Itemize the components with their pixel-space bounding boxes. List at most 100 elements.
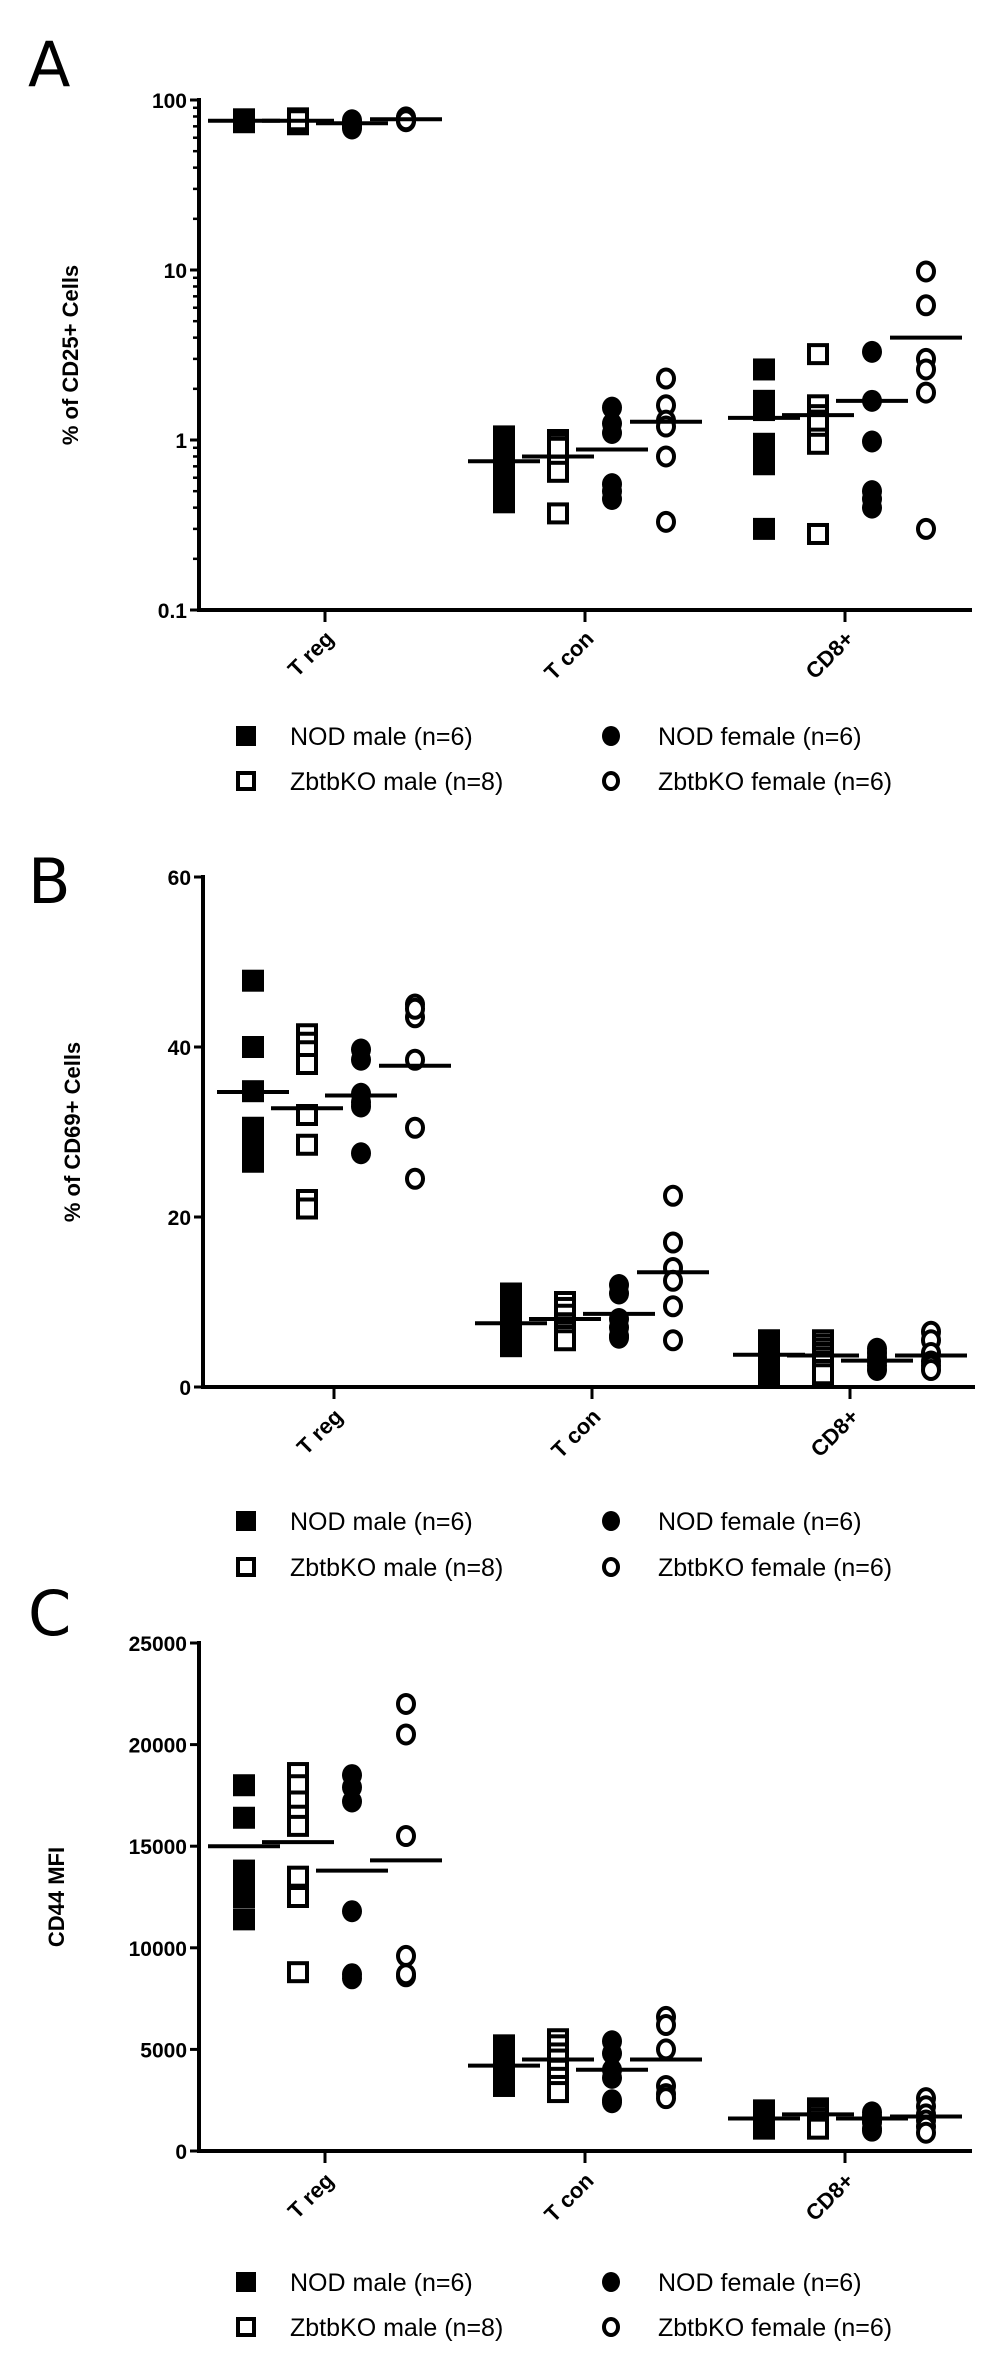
data-point	[493, 473, 515, 496]
legend-marker-open-square	[236, 771, 256, 791]
data-point	[916, 381, 936, 404]
data-point	[396, 1692, 416, 1715]
data-point	[807, 2117, 829, 2140]
legend: NOD male (n=6) NOD female (n=6) ZbtbKO mal…	[236, 2269, 892, 2342]
y-tick-label: 0	[175, 2141, 187, 2164]
panel-letter: B	[28, 845, 71, 918]
data-point	[862, 496, 882, 519]
legend-marker-filled-circle	[602, 726, 620, 746]
legend-marker-open-circle	[602, 2317, 620, 2337]
panel-C: C 0 5000 10000 15000 20000 25000 CD44 MFI T reg T…	[28, 1577, 972, 2342]
data-point	[656, 2087, 676, 2110]
data-point	[753, 453, 775, 476]
data-point	[547, 460, 569, 483]
legend-label: ZbtbKO female (n=6)	[658, 1554, 892, 1582]
data-point	[296, 1053, 318, 1075]
data-point	[753, 358, 775, 381]
legend-item: NOD female (n=6)	[602, 2269, 862, 2297]
data-point	[351, 1142, 371, 1165]
x-category-label: T reg	[283, 626, 339, 682]
y-tick-label: 10000	[129, 1938, 187, 1961]
data-point	[547, 2081, 569, 2104]
data-point	[862, 430, 882, 453]
legend-item: NOD male (n=6)	[236, 2269, 473, 2297]
data-point	[663, 1269, 683, 1292]
y-tick-label: 40	[168, 1037, 191, 1060]
y-tick-label: 25000	[129, 1633, 187, 1656]
data-point	[656, 367, 676, 390]
data-point	[602, 2066, 622, 2089]
x-category-label: CD8+	[806, 1404, 864, 1462]
data-point	[242, 1036, 264, 1058]
data-point	[287, 1886, 309, 1908]
legend-label: NOD male (n=6)	[290, 723, 473, 751]
legend-label: ZbtbKO male (n=8)	[290, 2314, 503, 2342]
data-point	[296, 1133, 318, 1156]
y-tick-label: 10	[164, 260, 187, 283]
legend-item: ZbtbKO male (n=8)	[236, 2314, 503, 2342]
legend-item: NOD male (n=6)	[236, 1508, 473, 1536]
data-point	[296, 1197, 318, 1220]
panel-letter: A	[28, 28, 70, 101]
data-point	[396, 1723, 416, 1746]
data-point	[916, 260, 936, 283]
data-point	[609, 1282, 629, 1305]
data-point	[233, 1774, 255, 1797]
x-category-label: T con	[539, 2168, 598, 2227]
data-point	[663, 1329, 683, 1352]
data-point	[862, 2119, 882, 2142]
legend: NOD male (n=6) NOD female (n=6) ZbtbKO mal…	[236, 1508, 892, 1582]
data-point	[405, 1167, 425, 1190]
data-point	[663, 1295, 683, 1318]
legend: NOD male (n=6) NOD female (n=6) ZbtbKO mal…	[236, 723, 892, 796]
data-point	[554, 1329, 576, 1352]
legend-label: NOD female (n=6)	[658, 2269, 862, 2297]
panel-letter: C	[28, 1577, 71, 1650]
data-point	[656, 2014, 676, 2037]
data-point	[609, 1326, 629, 1349]
legend-item: NOD female (n=6)	[602, 723, 862, 751]
data-point	[807, 522, 829, 545]
y-tick-label: 1	[175, 430, 187, 453]
data-point	[921, 1359, 941, 1381]
data-point	[547, 436, 569, 459]
data-point	[287, 1865, 309, 1888]
data-point	[862, 340, 882, 363]
data-point	[916, 358, 936, 381]
x-category-label: T reg	[283, 2168, 339, 2224]
legend-item: ZbtbKO female (n=6)	[602, 768, 892, 796]
data-point	[242, 969, 264, 992]
data-point	[547, 502, 569, 525]
data-point	[753, 2117, 775, 2140]
data-point	[405, 997, 425, 1020]
y-tick-label: 15000	[129, 1836, 187, 1859]
y-tick-label: 5000	[140, 2039, 187, 2062]
legend-marker-open-circle	[602, 1557, 620, 1577]
legend-item: NOD female (n=6)	[602, 1508, 862, 1536]
x-category-label: T reg	[292, 1404, 348, 1460]
legend-marker-filled-square	[236, 1511, 256, 1531]
y-axis-title: % of CD69+ Cells	[60, 1042, 85, 1222]
x-category-label: CD8+	[801, 626, 859, 684]
data-point	[242, 1116, 264, 1139]
data-point	[602, 2042, 622, 2065]
y-axis-title: CD44 MFI	[44, 1847, 69, 1947]
legend-label: NOD female (n=6)	[658, 1508, 862, 1536]
data-point	[242, 1133, 264, 1156]
data-point	[493, 491, 515, 514]
data-point	[867, 1359, 887, 1381]
data-point	[663, 1231, 683, 1254]
data-point	[807, 432, 829, 455]
data-point	[396, 1825, 416, 1848]
data-point	[242, 1150, 264, 1173]
data-point	[758, 1365, 780, 1388]
panel-A: A 0.1 1 10 100 % of CD25+ Cells T reg T con CD8+…	[28, 28, 972, 796]
legend-marker-filled-square	[236, 2272, 256, 2292]
data-point	[753, 517, 775, 540]
legend-marker-filled-square	[236, 726, 256, 746]
data-point	[493, 2074, 515, 2097]
legend-marker-open-square	[236, 1557, 256, 1577]
panel-B: B 0 20 40 60 % of CD69+ Cells T reg T con CD8+ NO…	[28, 845, 975, 1582]
legend-label: ZbtbKO male (n=8)	[290, 768, 503, 796]
